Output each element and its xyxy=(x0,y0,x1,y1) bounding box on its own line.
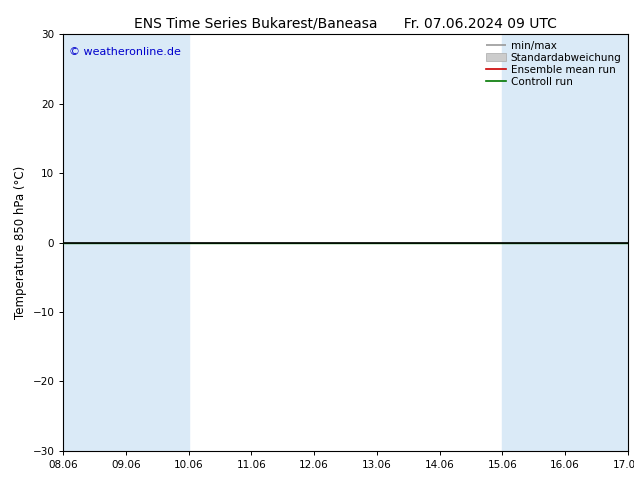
Text: © weatheronline.de: © weatheronline.de xyxy=(69,47,181,57)
Bar xyxy=(126,34,189,451)
Bar xyxy=(63,34,126,451)
Y-axis label: Temperature 850 hPa (°C): Temperature 850 hPa (°C) xyxy=(14,166,27,319)
Bar xyxy=(565,34,628,451)
Title: ENS Time Series Bukarest/Baneasa      Fr. 07.06.2024 09 UTC: ENS Time Series Bukarest/Baneasa Fr. 07.… xyxy=(134,16,557,30)
Bar xyxy=(502,34,565,451)
Legend: min/max, Standardabweichung, Ensemble mean run, Controll run: min/max, Standardabweichung, Ensemble me… xyxy=(481,36,626,91)
